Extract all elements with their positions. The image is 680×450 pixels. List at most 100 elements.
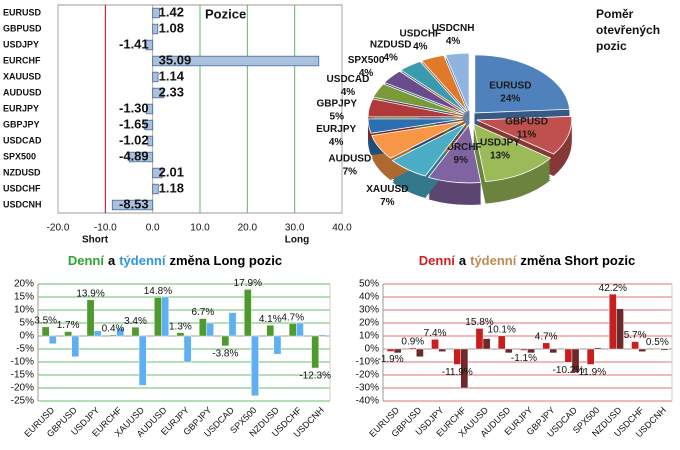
- bar: [243, 289, 252, 337]
- y-tick-label: -10%: [11, 357, 34, 368]
- value-label: 35.09: [159, 52, 192, 67]
- y-tick-label: 0%: [20, 331, 35, 342]
- y-tick-label: -10%: [356, 357, 379, 368]
- category-label: SPX500: [3, 151, 36, 161]
- bar: [129, 151, 154, 163]
- bar: [86, 299, 95, 337]
- pie-slice: [391, 123, 467, 177]
- slice-value-label: 4%: [446, 36, 461, 47]
- value-label: 14.8%: [144, 286, 172, 297]
- bar: [251, 335, 259, 396]
- bar: [152, 55, 320, 67]
- bar: [631, 341, 639, 350]
- bar: [653, 348, 662, 350]
- pie-slice: [367, 118, 464, 134]
- bar: [41, 326, 50, 337]
- value-label: 17.9%: [234, 278, 262, 289]
- bar: [111, 199, 154, 211]
- value-label: 10.1%: [488, 325, 516, 336]
- pie-slice: [400, 61, 467, 113]
- bar: [431, 339, 439, 350]
- slice-label: EURUSD: [489, 80, 531, 91]
- slice-value-label: 4%: [413, 42, 428, 53]
- value-label: 0.5%: [646, 337, 669, 348]
- value-label: -11.9%: [442, 367, 473, 378]
- chart-title: Pozice: [205, 6, 246, 21]
- slice-label: USDJPY: [480, 138, 520, 149]
- title-part: a: [108, 253, 116, 268]
- value-label: 1.3%: [169, 321, 192, 332]
- bar: [660, 348, 669, 351]
- value-label: 0.9%: [401, 336, 424, 347]
- category-label: USDCAD: [3, 135, 42, 145]
- y-tick-label: -25%: [11, 396, 34, 407]
- value-label: 3.5%: [34, 316, 57, 327]
- pie-slice: [371, 120, 464, 159]
- category-label: USDJPY: [3, 39, 39, 49]
- slice-value-label: 7%: [380, 197, 395, 208]
- bar: [221, 335, 230, 347]
- chart-title: otevřených: [596, 23, 660, 37]
- y-tick-label: -30%: [356, 383, 379, 394]
- y-tick-label: 20%: [14, 279, 34, 290]
- bar: [152, 71, 159, 83]
- slice-label: EURCHF: [440, 142, 482, 153]
- value-label: 1.14: [159, 68, 185, 83]
- bar: [49, 335, 57, 345]
- value-label: 15.8%: [465, 317, 493, 328]
- slice-label: GBPUSD: [505, 117, 548, 128]
- bar: [386, 348, 395, 352]
- bar: [152, 87, 165, 99]
- bar: [266, 325, 275, 337]
- y-tick-label: 10%: [14, 305, 34, 316]
- chart-title: Poměr: [596, 7, 634, 21]
- value-label: 6.7%: [191, 307, 214, 318]
- value-label: -3.8%: [212, 349, 238, 360]
- x-tick-label: -20.0: [47, 223, 70, 234]
- bar: [228, 312, 237, 337]
- slice-value-label: 4%: [359, 68, 374, 79]
- title-part: a: [459, 253, 467, 268]
- title-part: týdenní: [470, 253, 517, 268]
- slice-value-label: 5%: [330, 112, 345, 123]
- title-part: změna Long pozic: [169, 253, 282, 268]
- y-tick-label: 50%: [359, 279, 379, 290]
- x-tick-label: 0.0: [146, 223, 160, 234]
- slice-value-label: 24%: [500, 93, 520, 104]
- slice-value-label: 4%: [383, 53, 398, 64]
- value-label: 5.7%: [624, 330, 647, 341]
- title-part: Denní: [419, 253, 456, 268]
- bar: [144, 119, 154, 131]
- bar: [161, 296, 169, 337]
- value-label: -1.41: [119, 36, 149, 51]
- bar: [176, 332, 185, 337]
- bar: [527, 348, 535, 354]
- pie-slice: [474, 54, 571, 114]
- category-label: GBPUSD: [3, 23, 42, 33]
- slice-value-label: 4%: [341, 87, 356, 98]
- x-tick-label: 10.0: [190, 223, 210, 234]
- bar: [116, 328, 125, 337]
- y-tick-label: 10%: [359, 331, 379, 342]
- bar: [438, 348, 446, 352]
- x-tick-label: 20.0: [238, 223, 258, 234]
- slice-label: AUDUSD: [328, 154, 371, 165]
- bar: [273, 335, 282, 355]
- bar: [453, 348, 462, 365]
- value-label: -10.2%: [553, 365, 585, 376]
- slice-label: USDCNH: [432, 23, 475, 34]
- bar: [616, 308, 624, 350]
- pie-slice: [383, 70, 465, 114]
- slice-label: XAUUSD: [366, 184, 408, 195]
- value-label: 1.18: [159, 180, 184, 195]
- value-label: 4.7%: [281, 312, 304, 323]
- bar: [152, 7, 160, 19]
- category-label: EURCHF: [3, 55, 41, 65]
- title-part: týdenní: [119, 253, 166, 268]
- category-label: EURUSD: [3, 7, 42, 17]
- value-label: -4.89: [119, 148, 149, 163]
- x-tick-label: 30.0: [285, 223, 305, 234]
- pie-slice: [427, 123, 482, 184]
- annotation: Long: [285, 235, 309, 246]
- bar: [145, 39, 154, 51]
